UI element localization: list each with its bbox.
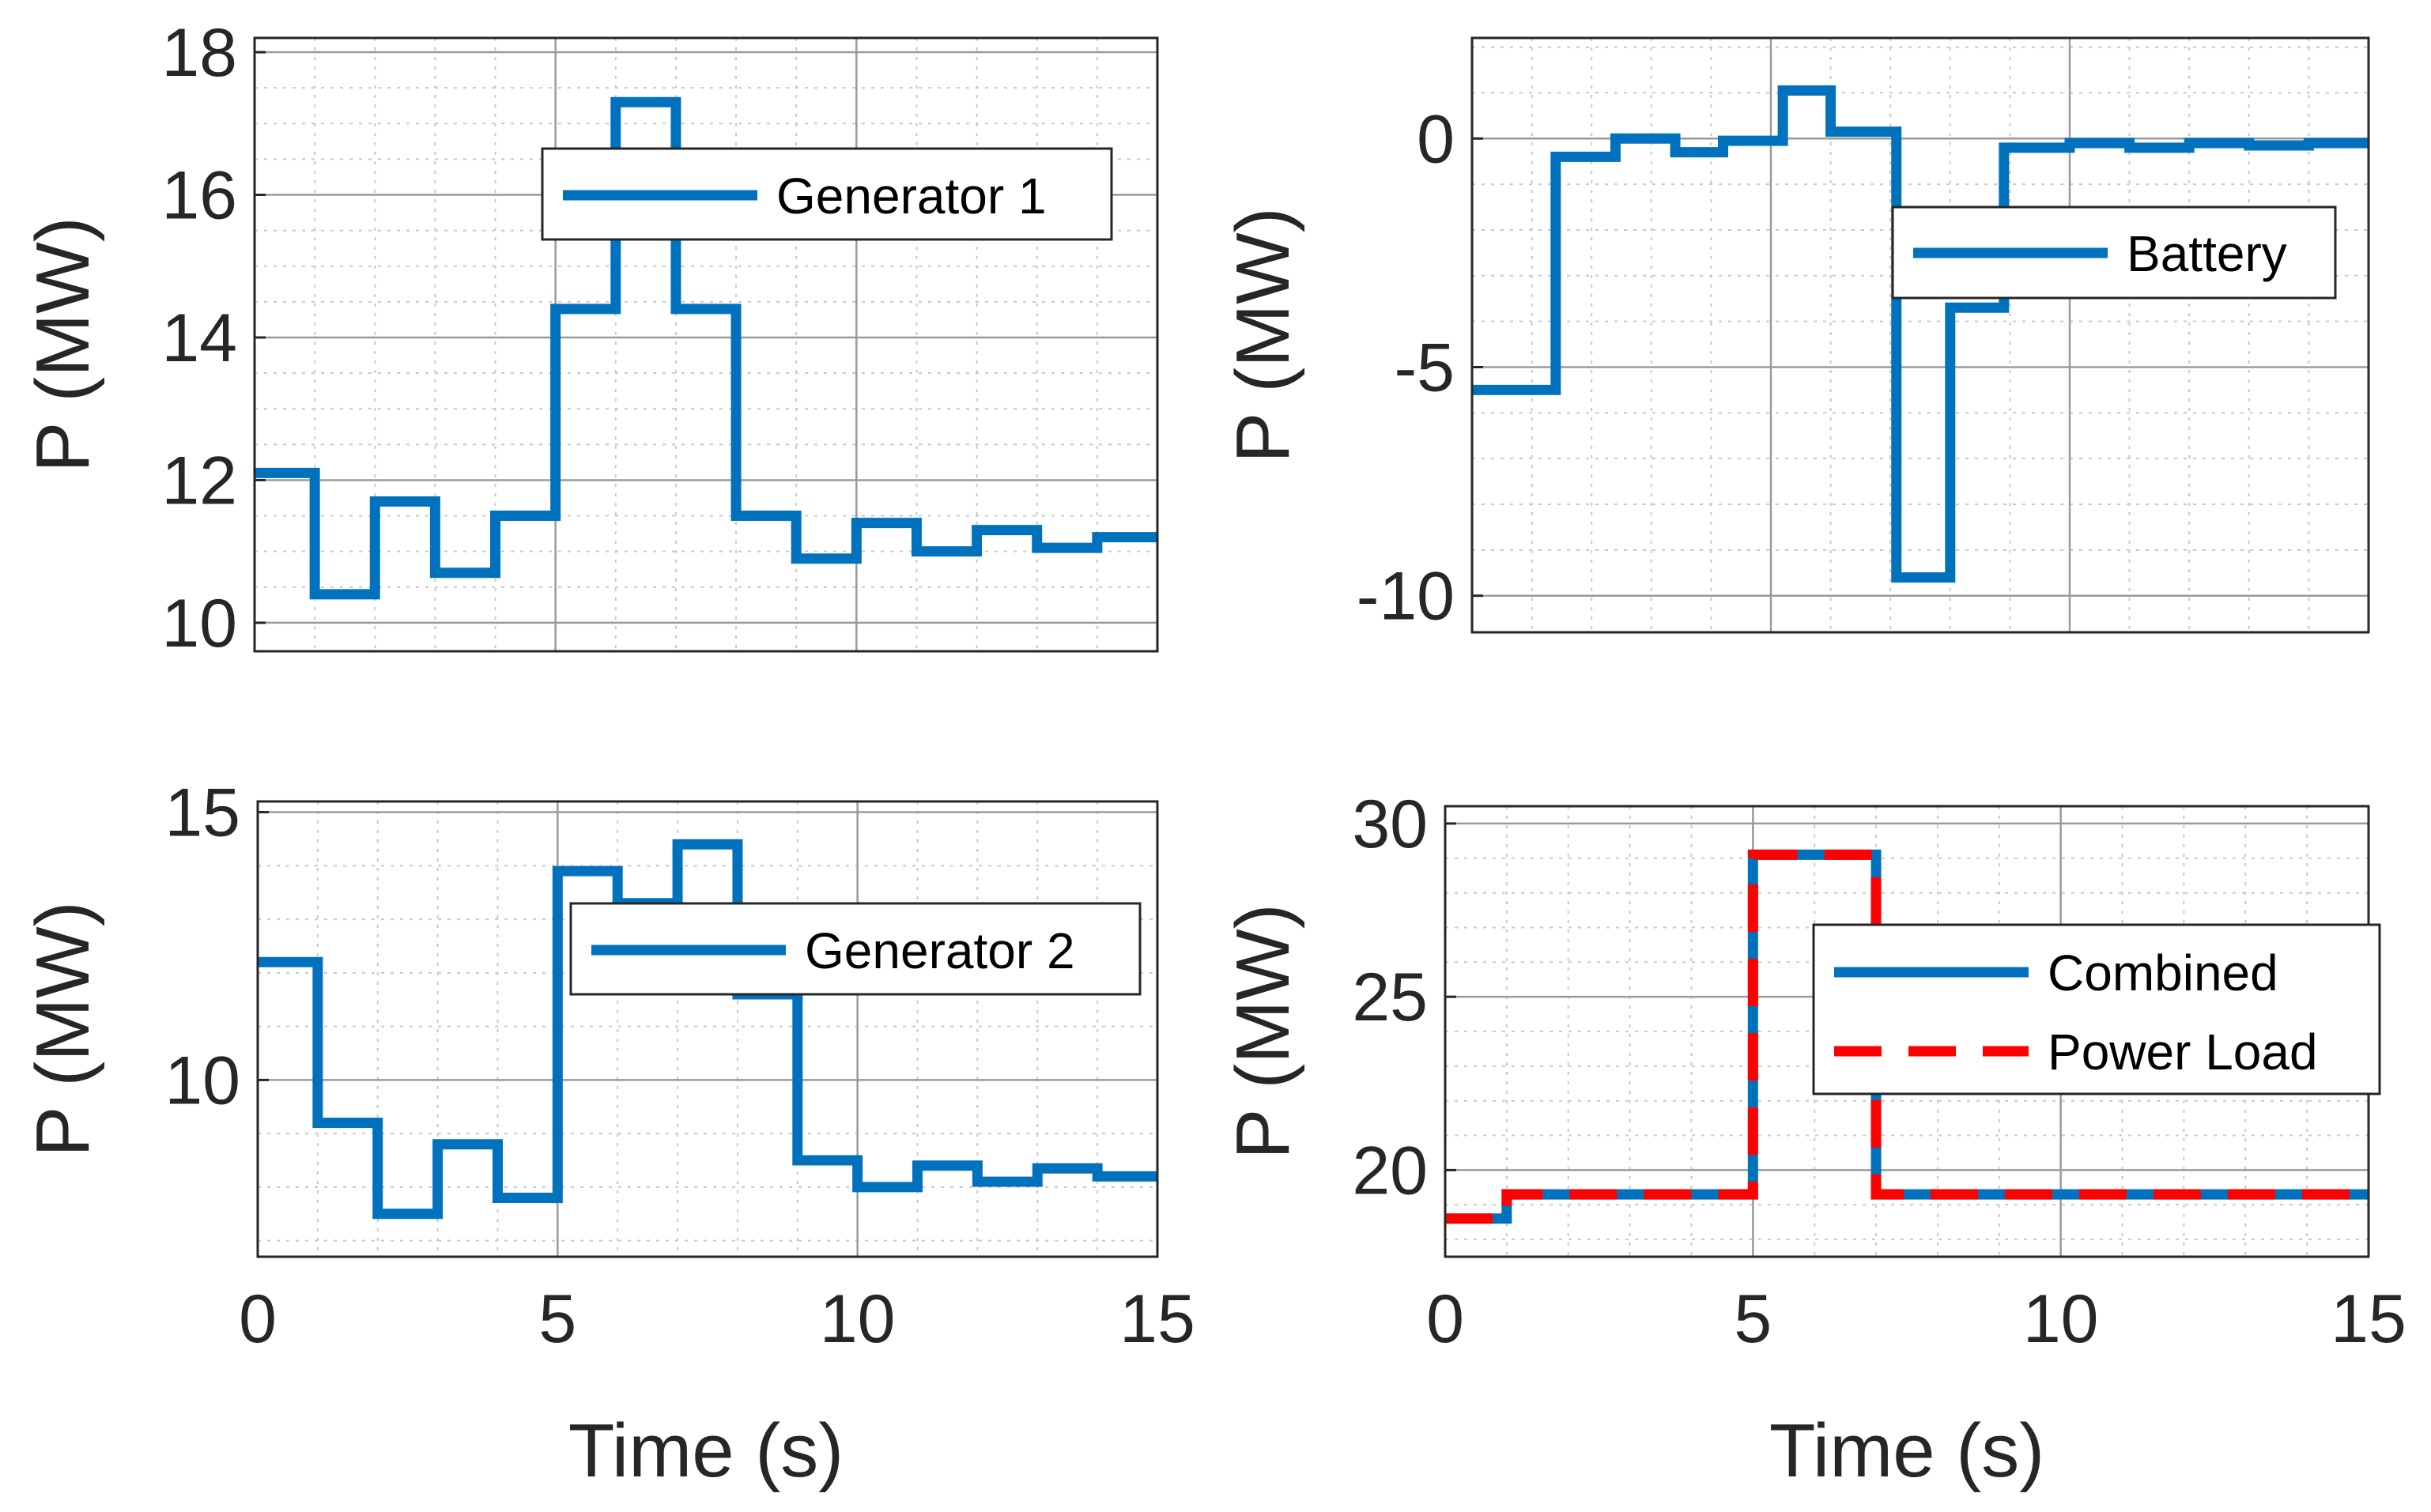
battery-legend: Battery (1891, 205, 2337, 300)
combined-legend: Combined Power Load (1812, 923, 2381, 1095)
combined-xtick-label-1: 5 (1734, 1281, 1772, 1357)
gen1-ytick-label-1: 12 (161, 443, 237, 518)
gen2-xtick-label-1: 5 (538, 1281, 576, 1357)
gen1-ytick-label-2: 14 (161, 300, 237, 376)
gen1-panel: 10 12 14 16 18 P (MW) Generator 1 (21, 15, 1159, 662)
gen1-ytick-label-0: 10 (161, 586, 237, 662)
battery-plot-area (1472, 38, 2369, 632)
gen2-xtick-label-3: 15 (1119, 1281, 1195, 1357)
combined-legend-label-combined: Combined (2048, 945, 2278, 1001)
gen2-panel: 10 15 0 5 10 15 P (MW) Time (s) Generator 2 (21, 775, 1195, 1493)
combined-xtick-label-0: 0 (1426, 1281, 1464, 1357)
gen2-series (258, 839, 1157, 1220)
combined-panel: 20 25 30 0 5 10 15 P (MW) Time (s) Combined Po… (1221, 786, 2406, 1493)
gen2-xlabel: Time (s) (568, 1408, 844, 1493)
gen2-series-generator-2 (258, 839, 1157, 1220)
combined-ytick-label-0: 20 (1352, 1133, 1428, 1208)
gen1-legend-label: Generator 1 (776, 168, 1047, 224)
gen2-plot-area (258, 801, 1157, 1257)
combined-series (1445, 849, 2369, 1224)
combined-ytick-label-2: 30 (1352, 786, 1428, 862)
battery-series (1472, 85, 2369, 583)
gen2-xtick-label-2: 10 (820, 1281, 896, 1357)
combined-xtick-label-3: 15 (2331, 1281, 2406, 1357)
battery-panel: -10 -5 0 P (MW) Battery (1221, 36, 2370, 635)
battery-ytick-label-2: 0 (1417, 101, 1455, 177)
battery-tick-labels: -10 -5 0 (1357, 101, 1455, 634)
combined-tick-labels: 20 25 30 0 5 10 15 (1352, 786, 2406, 1357)
battery-series-battery (1472, 85, 2369, 583)
gen2-tick-labels: 10 15 0 5 10 15 (164, 775, 1195, 1357)
gen1-ylabel: P (MW) (21, 217, 105, 472)
combined-xlabel: Time (s) (1769, 1408, 2044, 1493)
combined-xtick-label-2: 10 (2023, 1281, 2099, 1357)
battery-axes-box (1470, 36, 2370, 634)
gen1-series (255, 96, 1157, 600)
gen1-ytick-label-3: 16 (161, 158, 237, 234)
gen1-ytick-label-4: 18 (161, 15, 237, 91)
combined-ytick-label-1: 25 (1352, 960, 1428, 1035)
gen1-tick-labels: 10 12 14 16 18 (161, 15, 237, 662)
battery-legend-label: Battery (2127, 225, 2287, 282)
gen2-axes-box (256, 800, 1159, 1258)
gen2-ylabel: P (MW) (21, 901, 105, 1156)
gen2-ytick-label-1: 15 (164, 775, 240, 851)
gen2-xtick-label-0: 0 (239, 1281, 277, 1357)
gen2-ytick-label-0: 10 (164, 1043, 240, 1118)
combined-series-power-load (1445, 849, 2369, 1224)
gen2-legend-label: Generator 2 (805, 922, 1075, 979)
gen2-legend: Generator 2 (569, 902, 1142, 996)
gen1-axes-box (253, 36, 1159, 653)
combined-legend-box (1812, 923, 2381, 1095)
combined-legend-label-load: Power Load (2048, 1024, 2318, 1080)
battery-ytick-label-1: -5 (1395, 330, 1455, 405)
gen1-plot-area (255, 38, 1157, 651)
battery-ytick-label-0: -10 (1357, 559, 1455, 635)
combined-ylabel: P (MW) (1221, 903, 1305, 1159)
gen1-legend: Generator 1 (541, 147, 1113, 241)
gen1-series-generator-1 (255, 96, 1157, 600)
battery-ylabel: P (MW) (1221, 207, 1305, 462)
